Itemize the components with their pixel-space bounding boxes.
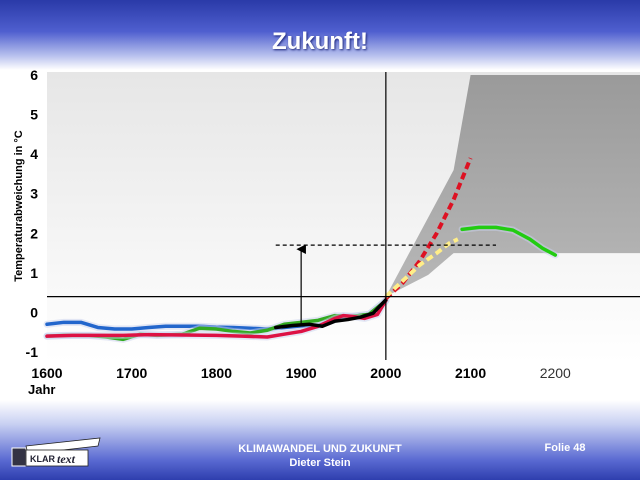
uncertainty-band — [385, 75, 640, 297]
series-line-4 — [384, 157, 473, 301]
x-tick-label: 1900 — [286, 365, 317, 381]
logo-text-b: text — [57, 452, 76, 466]
x-axis-label: Jahr — [28, 382, 55, 397]
slide-footer — [0, 400, 640, 480]
y-tick-label: 4 — [30, 146, 38, 162]
climate-chart: -1 0 1 2 3 4 5 6 1600 1700 1800 1900 2000 2100 2200 T… — [13, 67, 640, 397]
series-line-6 — [460, 225, 558, 257]
y-tick-label: 2 — [30, 225, 38, 241]
slide-header — [0, 0, 640, 70]
x-tick-label: 2100 — [455, 365, 486, 381]
y-tick-label: 0 — [30, 304, 38, 320]
x-tick-label: 1600 — [31, 365, 62, 381]
y-tick-label: 1 — [30, 265, 38, 281]
series-line-3 — [273, 298, 388, 330]
y-tick-label: 6 — [30, 67, 38, 83]
y-axis-label: Temperaturabweichung in °C — [13, 130, 25, 282]
y-tick-label: -1 — [26, 344, 39, 360]
x-tick-label: 2000 — [370, 365, 401, 381]
footer-line2: Dieter Stein — [289, 457, 351, 469]
x-tick-label: 1700 — [116, 365, 147, 381]
slide-number: Folie 48 — [544, 442, 586, 454]
series-line-5 — [384, 237, 459, 299]
x-tick-label: 1800 — [201, 365, 232, 381]
x-tick-label: 2200 — [540, 365, 571, 381]
y-tick-label: 5 — [30, 107, 38, 123]
slide-title: Zukunft! — [272, 28, 368, 55]
footer-text: KLIMAWANDEL UND ZUKUNFT Dieter Stein — [180, 442, 460, 470]
footer-line1: KLIMAWANDEL UND ZUKUNFT — [238, 443, 402, 455]
logo-text-a: KLAR — [30, 454, 55, 464]
klartext-logo: KLAR text — [11, 437, 101, 467]
y-tick-label: 3 — [30, 186, 38, 202]
